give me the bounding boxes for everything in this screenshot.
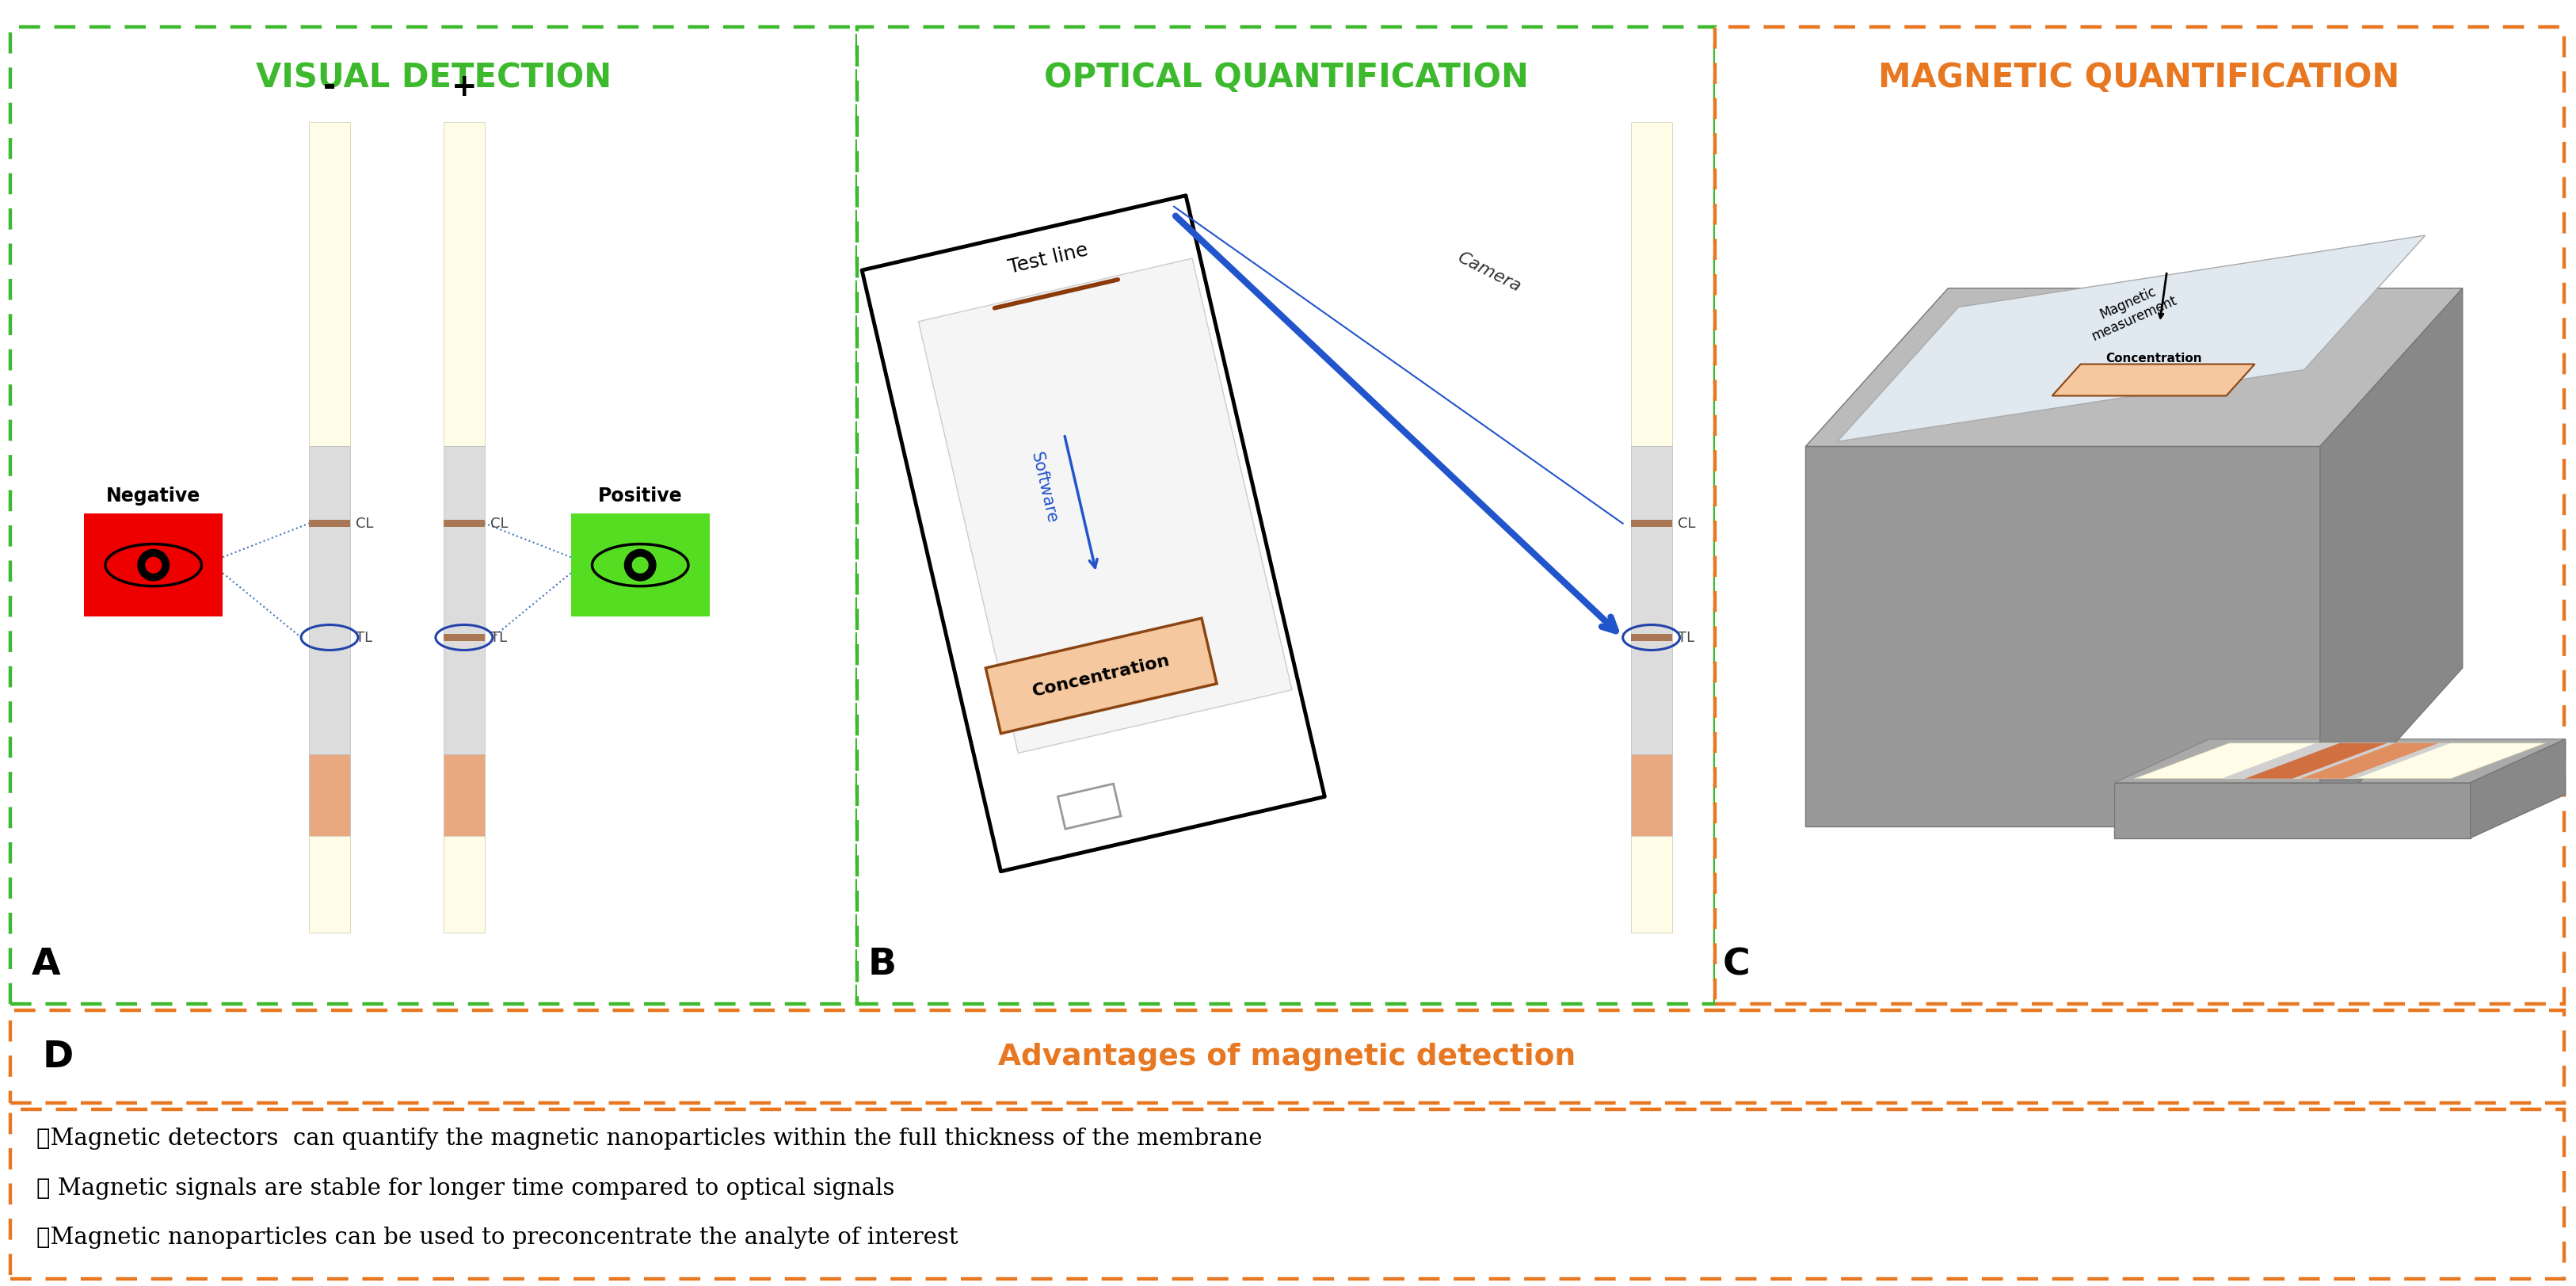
Text: ❖ Magnetic signals are stable for longer time compared to optical signals: ❖ Magnetic signals are stable for longer… — [36, 1177, 894, 1200]
Polygon shape — [2133, 743, 2545, 778]
Bar — [1631, 122, 1672, 446]
Text: ❖Magnetic detectors  can quantify the magnetic nanoparticles within the full thi: ❖Magnetic detectors can quantify the mag… — [36, 1128, 1262, 1150]
Text: ❖Magnetic nanoparticles can be used to preconcentrate the analyte of interest: ❖Magnetic nanoparticles can be used to p… — [36, 1227, 958, 1249]
Polygon shape — [106, 544, 201, 586]
Bar — [443, 446, 484, 755]
Polygon shape — [1837, 235, 2427, 441]
Text: Concentration: Concentration — [2105, 352, 2202, 364]
Polygon shape — [920, 258, 1293, 754]
Bar — [572, 513, 708, 616]
Bar — [309, 520, 350, 527]
Bar — [1716, 27, 2563, 1004]
Text: Advantages of magnetic detection: Advantages of magnetic detection — [999, 1043, 1577, 1071]
Text: Negative: Negative — [106, 487, 201, 505]
Bar — [1631, 634, 1672, 640]
Bar — [443, 520, 484, 527]
Text: Positive: Positive — [598, 487, 683, 505]
Bar — [1806, 446, 2321, 826]
Polygon shape — [2300, 743, 2439, 778]
Bar — [443, 122, 484, 446]
Text: D: D — [41, 1039, 72, 1075]
Text: TL: TL — [1677, 630, 1695, 644]
Text: CL: CL — [489, 516, 507, 531]
Bar — [443, 755, 484, 836]
Bar — [10, 27, 858, 1004]
Text: Software: Software — [1028, 450, 1059, 525]
Bar — [1631, 520, 1672, 527]
Circle shape — [631, 557, 649, 572]
Circle shape — [137, 549, 170, 581]
Bar — [2115, 783, 2470, 838]
Bar — [309, 836, 350, 932]
Polygon shape — [987, 619, 1216, 733]
Bar — [443, 836, 484, 932]
Circle shape — [623, 549, 657, 581]
Text: B: B — [868, 946, 896, 983]
Text: Concentration: Concentration — [1030, 652, 1172, 700]
Text: VISUAL DETECTION: VISUAL DETECTION — [255, 62, 613, 94]
Polygon shape — [2244, 743, 2388, 778]
Bar — [858, 27, 1716, 1004]
Polygon shape — [2221, 743, 2450, 778]
Polygon shape — [1806, 288, 2463, 446]
Bar — [10, 1011, 2563, 1103]
Text: TL: TL — [355, 630, 374, 644]
Text: Camera: Camera — [1455, 249, 1522, 296]
Text: Test line: Test line — [1007, 240, 1090, 278]
Bar — [443, 634, 484, 640]
Polygon shape — [2115, 739, 2566, 783]
Circle shape — [147, 557, 162, 572]
Text: OPTICAL QUANTIFICATION: OPTICAL QUANTIFICATION — [1043, 62, 1528, 94]
Bar — [1631, 755, 1672, 836]
Polygon shape — [592, 544, 688, 586]
Text: MAGNETIC QUANTIFICATION: MAGNETIC QUANTIFICATION — [1878, 62, 2401, 94]
Bar — [1631, 836, 1672, 932]
Polygon shape — [2053, 364, 2254, 396]
Polygon shape — [863, 195, 1324, 872]
Text: CL: CL — [1677, 516, 1695, 531]
Polygon shape — [2321, 288, 2463, 826]
Polygon shape — [1059, 783, 1121, 829]
Bar — [1631, 446, 1672, 755]
Text: A: A — [31, 946, 59, 983]
Text: -: - — [322, 72, 335, 103]
Bar — [85, 513, 222, 616]
Bar — [10, 1110, 2563, 1278]
Text: TL: TL — [489, 630, 507, 644]
Text: CL: CL — [355, 516, 374, 531]
Polygon shape — [2470, 739, 2566, 838]
Bar — [309, 122, 350, 446]
Bar — [309, 755, 350, 836]
Bar — [309, 446, 350, 755]
Text: +: + — [451, 72, 477, 103]
Text: C: C — [1723, 946, 1749, 983]
Text: Magnetic
measurement: Magnetic measurement — [2084, 278, 2179, 343]
